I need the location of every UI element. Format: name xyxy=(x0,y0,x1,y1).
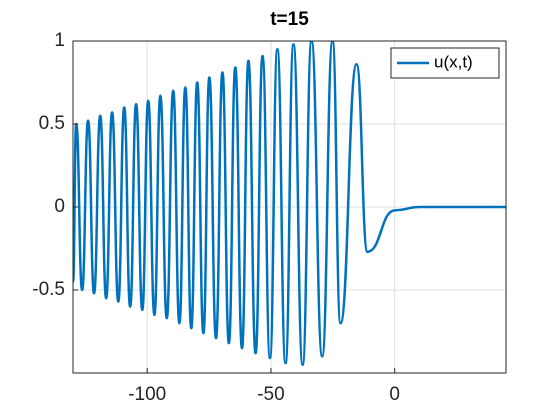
x-tick-label: 0 xyxy=(389,384,400,405)
x-tick-label: -50 xyxy=(257,384,284,405)
y-tick-label: 0.5 xyxy=(39,113,65,134)
y-tick-label: 0 xyxy=(54,196,65,217)
data-line xyxy=(73,41,506,366)
y-tick-label: 1 xyxy=(54,30,65,51)
legend: u(x,t) xyxy=(390,47,500,79)
chart-title: t=15 xyxy=(270,9,309,30)
legend-label: u(x,t) xyxy=(434,52,473,71)
lines xyxy=(73,41,506,366)
x-tick-label: -100 xyxy=(128,384,166,405)
y-tick-label: -0.5 xyxy=(32,279,65,300)
